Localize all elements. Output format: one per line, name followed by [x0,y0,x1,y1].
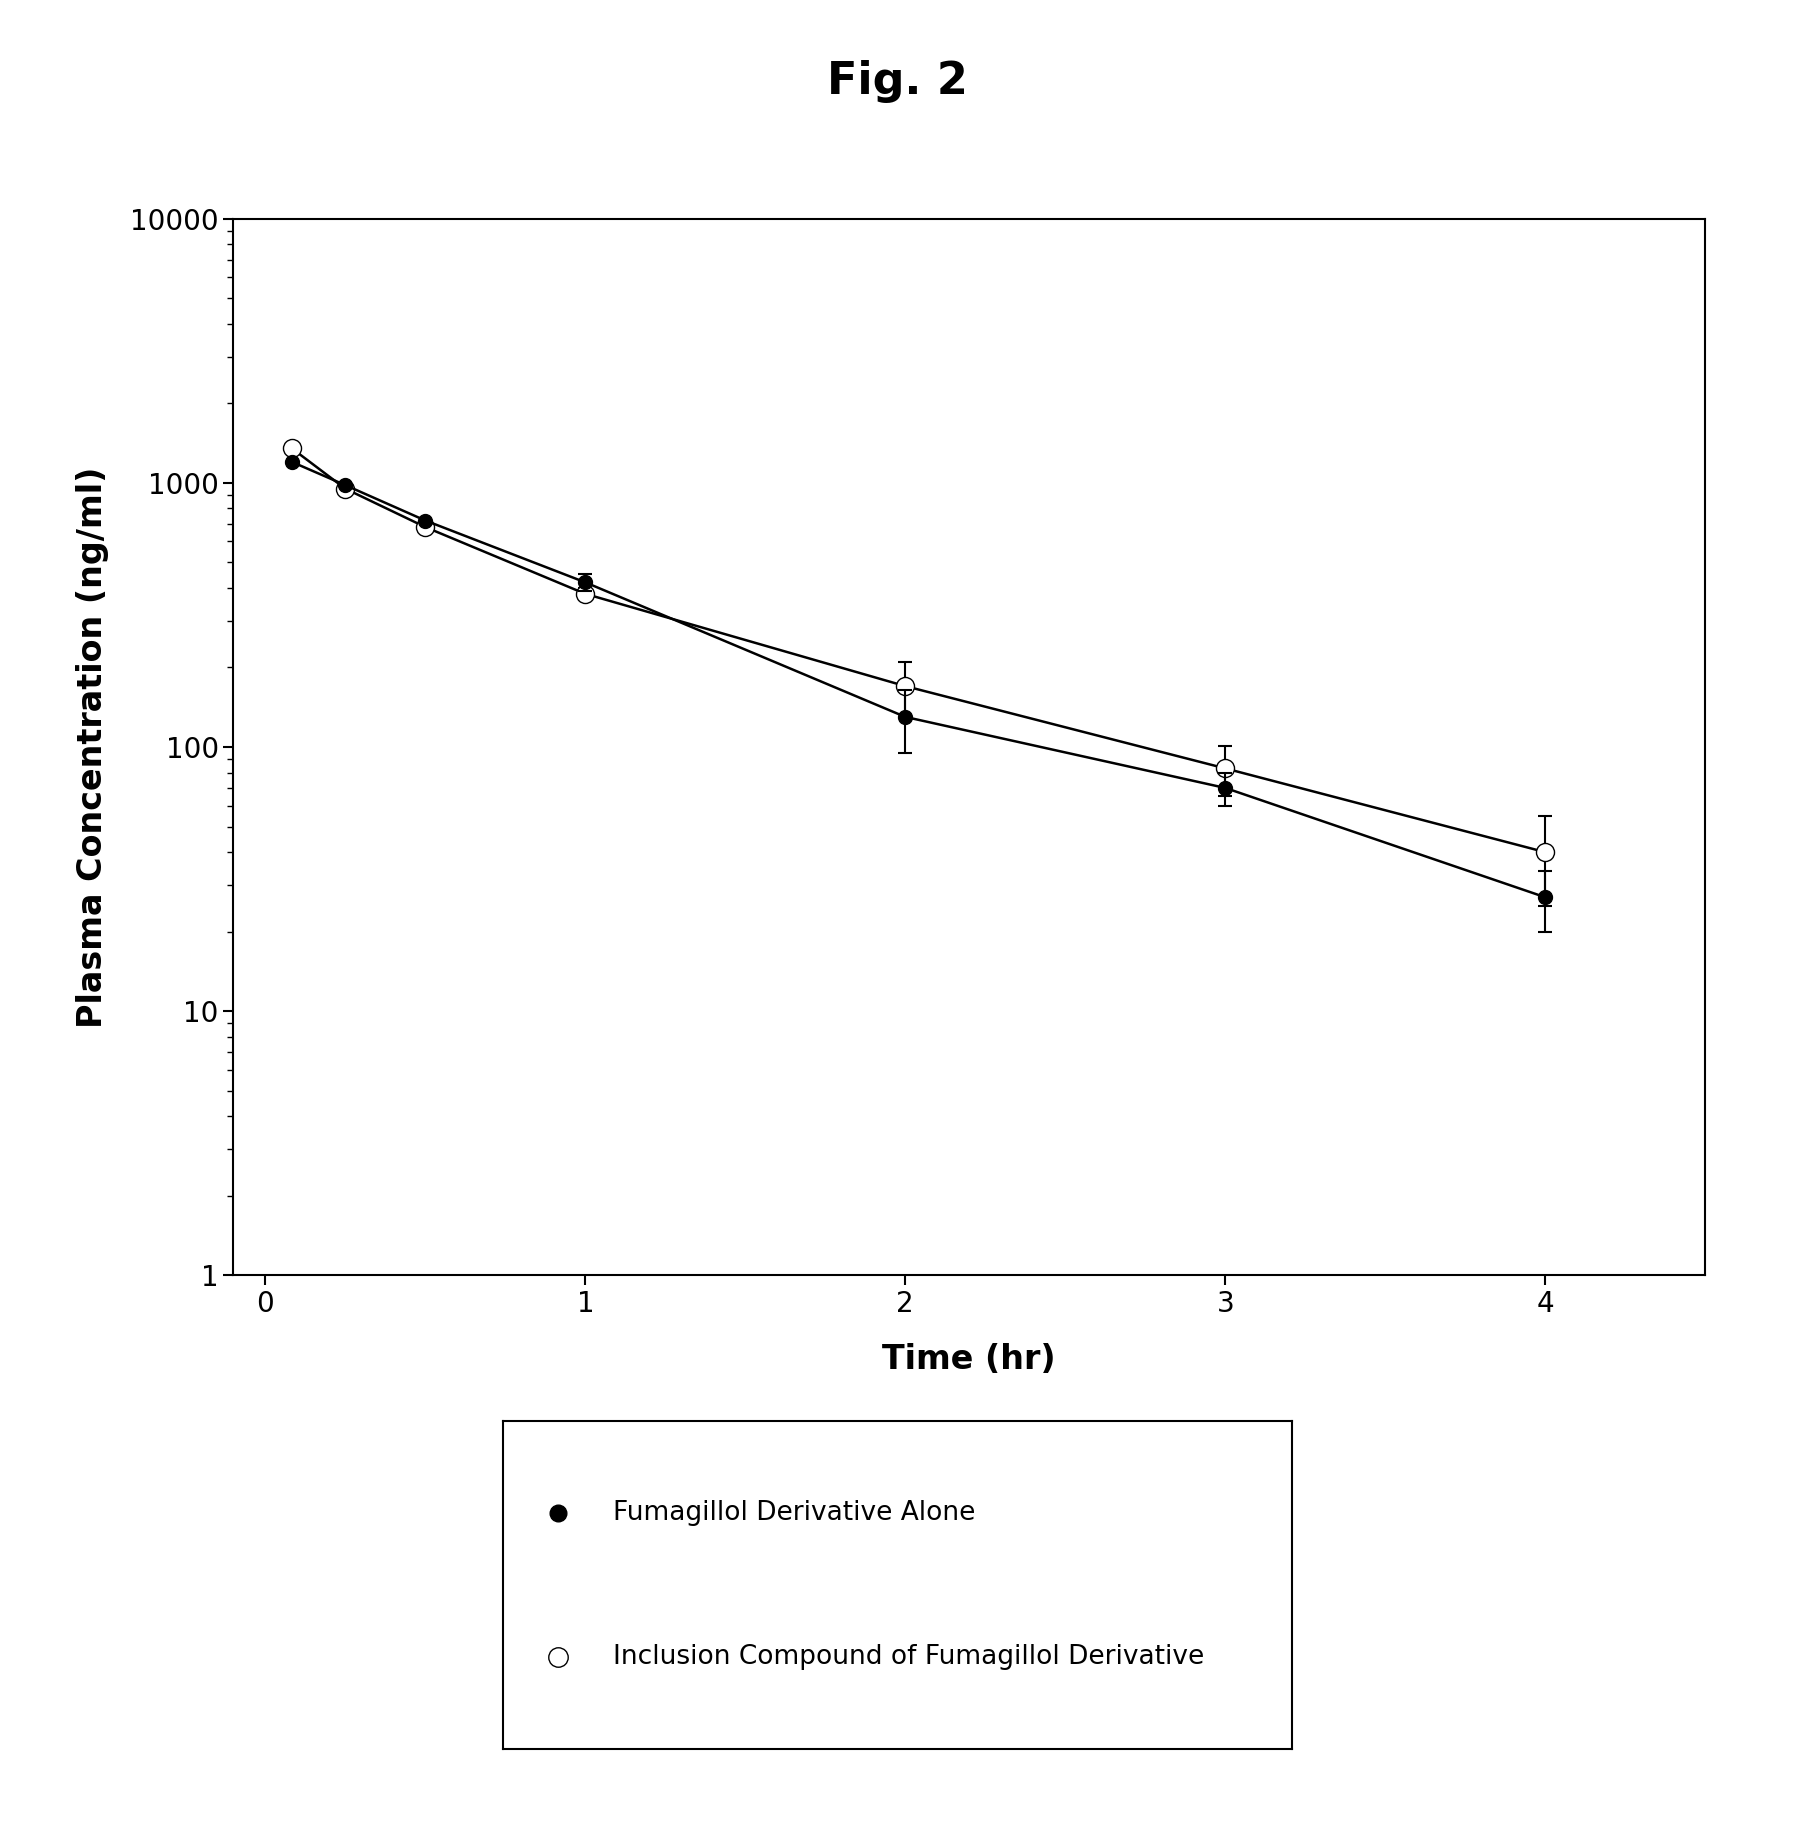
X-axis label: Time (hr): Time (hr) [883,1343,1055,1376]
Y-axis label: Plasma Concentration (ng/ml): Plasma Concentration (ng/ml) [77,466,109,1028]
Text: Inclusion Compound of Fumagillol Derivative: Inclusion Compound of Fumagillol Derivat… [614,1643,1204,1671]
Text: Fig. 2: Fig. 2 [827,60,968,104]
Text: Fumagillol Derivative Alone: Fumagillol Derivative Alone [614,1500,975,1527]
